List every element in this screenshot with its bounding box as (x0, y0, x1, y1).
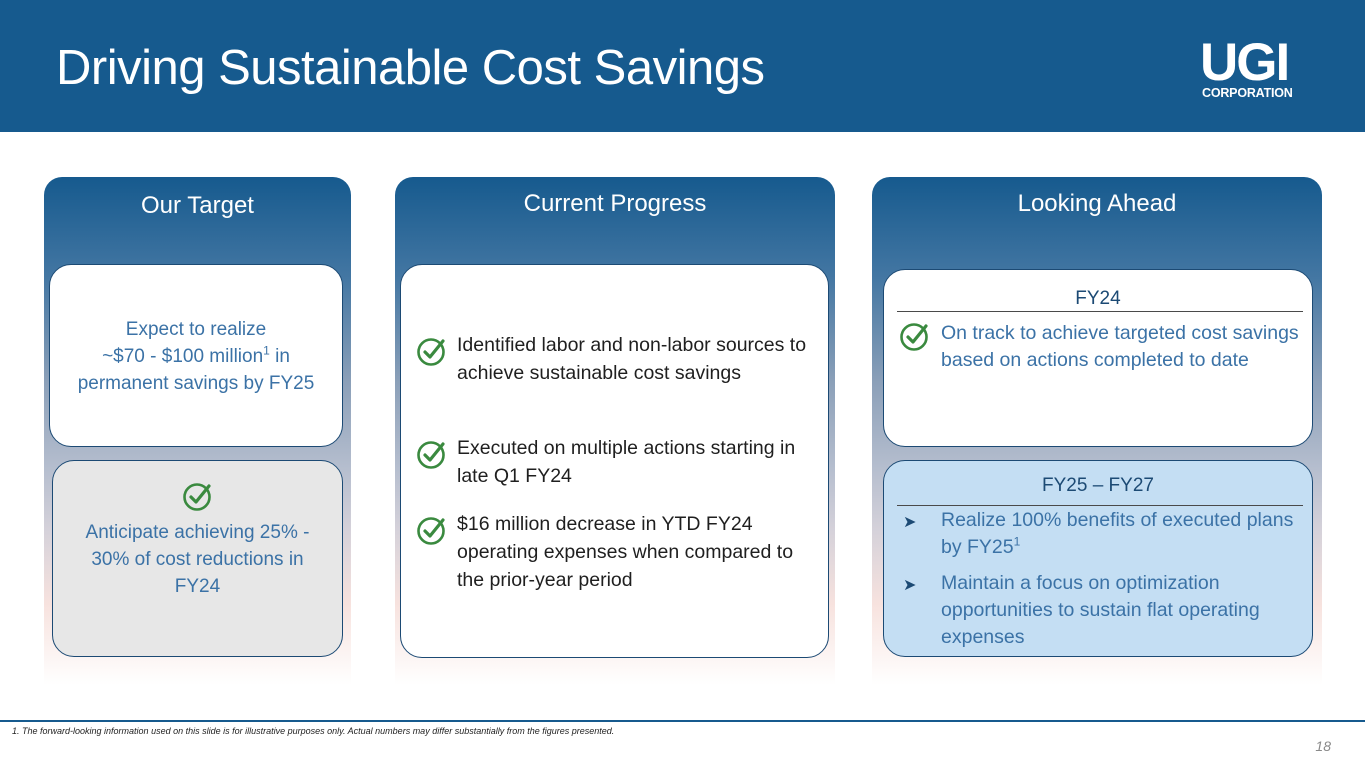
page-title: Driving Sustainable Cost Savings (56, 41, 765, 95)
ugi-logo: UGI CORPORATION (1200, 33, 1312, 102)
fy24-item-text: On track to achieve targeted cost saving… (941, 322, 1299, 371)
check-circle-icon (417, 441, 445, 469)
current-progress-heading: Current Progress (523, 190, 707, 217)
progress-item-1: Identified labor and non-labor sources t… (457, 334, 807, 384)
fy24-card: FY24 On track to achieve targeted cost s… (883, 269, 1313, 447)
progress-item-2: Executed on multiple actions starting in… (457, 437, 796, 487)
target-fy24-text: Anticipate achieving 25% - 30% of cost r… (85, 522, 310, 597)
fy25-item-2: Maintain a focus on optimization opportu… (941, 572, 1260, 648)
progress-card: Identified labor and non-labor sources t… (400, 264, 829, 658)
footer-divider (0, 720, 1365, 722)
check-circle-icon (900, 323, 928, 351)
page-number: 18 (1315, 738, 1331, 754)
check-circle-icon (183, 483, 211, 511)
target-savings-card: Expect to realize ~$70 - $100 million1 i… (49, 264, 343, 447)
fy24-heading: FY24 (1075, 288, 1121, 309)
fy25-fy27-card: FY25 – FY27 ➤ Realize 100% benefits of e… (883, 460, 1313, 657)
header-bar: Driving Sustainable Cost Savings UGI COR… (0, 0, 1365, 132)
arrow-bullet-icon: ➤ (903, 577, 917, 594)
fy25-fy27-heading: FY25 – FY27 (1042, 475, 1154, 496)
target-fy24-card: Anticipate achieving 25% - 30% of cost r… (52, 460, 343, 657)
our-target-heading: Our Target (141, 192, 254, 219)
fy24-divider (897, 311, 1303, 312)
looking-ahead-heading: Looking Ahead (1017, 190, 1177, 217)
logo-subtitle: CORPORATION (1202, 86, 1293, 100)
looking-ahead-column: Looking Ahead FY24 On track to achieve t… (872, 177, 1322, 685)
progress-item-3: $16 million decrease in YTD FY24 operati… (457, 513, 794, 591)
arrow-bullet-icon: ➤ (903, 514, 917, 531)
check-circle-icon (417, 517, 445, 545)
check-circle-icon (417, 338, 445, 366)
fy25-fy27-divider (897, 505, 1303, 506)
footnote: 1. The forward-looking information used … (12, 726, 615, 736)
our-target-column: Our Target Expect to realize ~$70 - $100… (44, 177, 351, 685)
logo-wordmark: UGI (1200, 33, 1290, 92)
fy25-item-1: Realize 100% benefits of executed plans … (941, 509, 1294, 558)
target-savings-text: Expect to realize ~$70 - $100 million1 i… (77, 319, 315, 394)
current-progress-column: Current Progress Identified labor and no… (395, 177, 835, 685)
